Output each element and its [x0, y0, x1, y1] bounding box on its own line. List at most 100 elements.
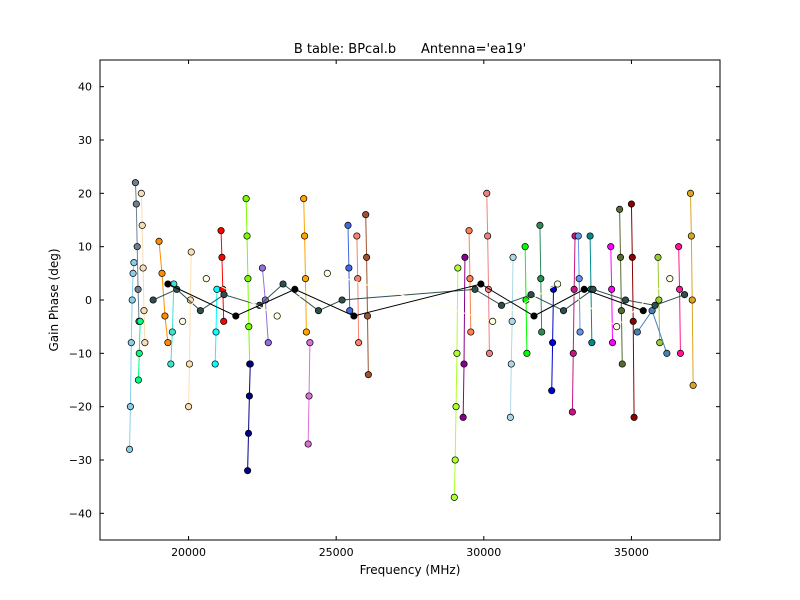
- data-point: [465, 227, 473, 235]
- data-point: [621, 296, 630, 304]
- data-point: [141, 339, 149, 347]
- x-tick-label: 20000: [171, 546, 206, 559]
- y-tick-label: 30: [78, 134, 92, 147]
- data-point: [574, 232, 582, 240]
- data-point: [466, 275, 474, 283]
- data-point: [301, 232, 309, 240]
- data-point: [179, 317, 187, 325]
- x-tick-label: 35000: [614, 546, 649, 559]
- data-point: [167, 360, 175, 368]
- data-point: [663, 349, 671, 357]
- series-36: [149, 280, 689, 315]
- data-point: [554, 280, 562, 288]
- data-point: [675, 243, 683, 251]
- data-point: [618, 360, 626, 368]
- data-point: [460, 360, 468, 368]
- data-point: [489, 317, 497, 325]
- data-point: [354, 275, 362, 283]
- data-point: [630, 413, 638, 421]
- data-point: [211, 360, 219, 368]
- series-line: [303, 198, 307, 333]
- data-point: [149, 296, 157, 304]
- data-point: [459, 413, 467, 421]
- data-point: [137, 189, 145, 197]
- data-point: [126, 403, 134, 411]
- data-point: [497, 301, 506, 309]
- data-point: [686, 189, 695, 197]
- data-point: [454, 264, 462, 272]
- data-point: [363, 312, 372, 320]
- data-point: [451, 456, 459, 464]
- data-point: [568, 408, 576, 416]
- series-line: [630, 203, 635, 418]
- data-point: [530, 312, 538, 320]
- data-point: [654, 253, 662, 261]
- data-point: [344, 221, 352, 229]
- data-point: [506, 413, 514, 421]
- series-line: [509, 257, 514, 418]
- data-point: [164, 339, 172, 347]
- data-point: [613, 323, 621, 331]
- data-point: [136, 317, 144, 325]
- x-tick-label: 30000: [466, 546, 501, 559]
- series-37: [179, 269, 674, 331]
- data-point: [616, 253, 625, 261]
- y-tick-label: −20: [69, 401, 92, 414]
- data-point: [186, 296, 194, 304]
- series-14: [304, 339, 314, 448]
- series-11: [244, 360, 254, 475]
- data-point: [130, 259, 138, 267]
- data-point: [273, 312, 281, 320]
- data-point: [305, 392, 313, 400]
- data-point: [608, 285, 616, 293]
- data-point: [135, 349, 143, 357]
- data-point: [304, 440, 312, 448]
- data-point: [140, 307, 148, 315]
- data-point: [523, 349, 531, 357]
- data-point: [245, 392, 253, 400]
- data-point: [483, 189, 491, 197]
- series-4: [134, 317, 144, 384]
- data-point: [264, 339, 272, 347]
- data-point: [549, 339, 557, 347]
- data-point: [129, 269, 137, 277]
- series-34: [686, 189, 697, 389]
- data-point: [687, 232, 695, 240]
- data-point: [302, 328, 310, 336]
- data-point: [164, 280, 172, 288]
- series-line: [619, 209, 623, 365]
- data-point: [185, 403, 193, 411]
- data-point: [202, 275, 210, 283]
- series-29: [607, 243, 617, 347]
- data-point: [608, 339, 617, 347]
- series-27: [574, 232, 584, 336]
- data-point: [536, 221, 544, 229]
- data-point: [168, 328, 176, 336]
- data-point: [362, 211, 370, 219]
- data-point: [452, 403, 460, 411]
- series-line: [152, 283, 685, 312]
- data-point: [453, 349, 461, 357]
- series-20: [465, 227, 475, 336]
- data-point: [185, 360, 194, 368]
- data-point: [245, 323, 253, 331]
- series-30: [616, 205, 626, 368]
- data-point: [639, 307, 647, 315]
- data-point: [139, 264, 147, 272]
- data-point: [353, 232, 361, 240]
- series-15: [344, 221, 354, 315]
- data-point: [569, 349, 577, 357]
- y-tick-label: 10: [78, 241, 92, 254]
- data-point: [681, 291, 689, 299]
- data-point: [132, 200, 140, 208]
- series-3: [137, 189, 149, 347]
- series-line: [571, 235, 576, 413]
- data-point: [338, 296, 346, 304]
- data-point: [291, 285, 299, 293]
- series-24: [536, 221, 546, 336]
- data-point: [467, 328, 475, 336]
- data-point: [134, 285, 142, 293]
- data-point: [485, 349, 493, 357]
- plot-area: [125, 179, 697, 501]
